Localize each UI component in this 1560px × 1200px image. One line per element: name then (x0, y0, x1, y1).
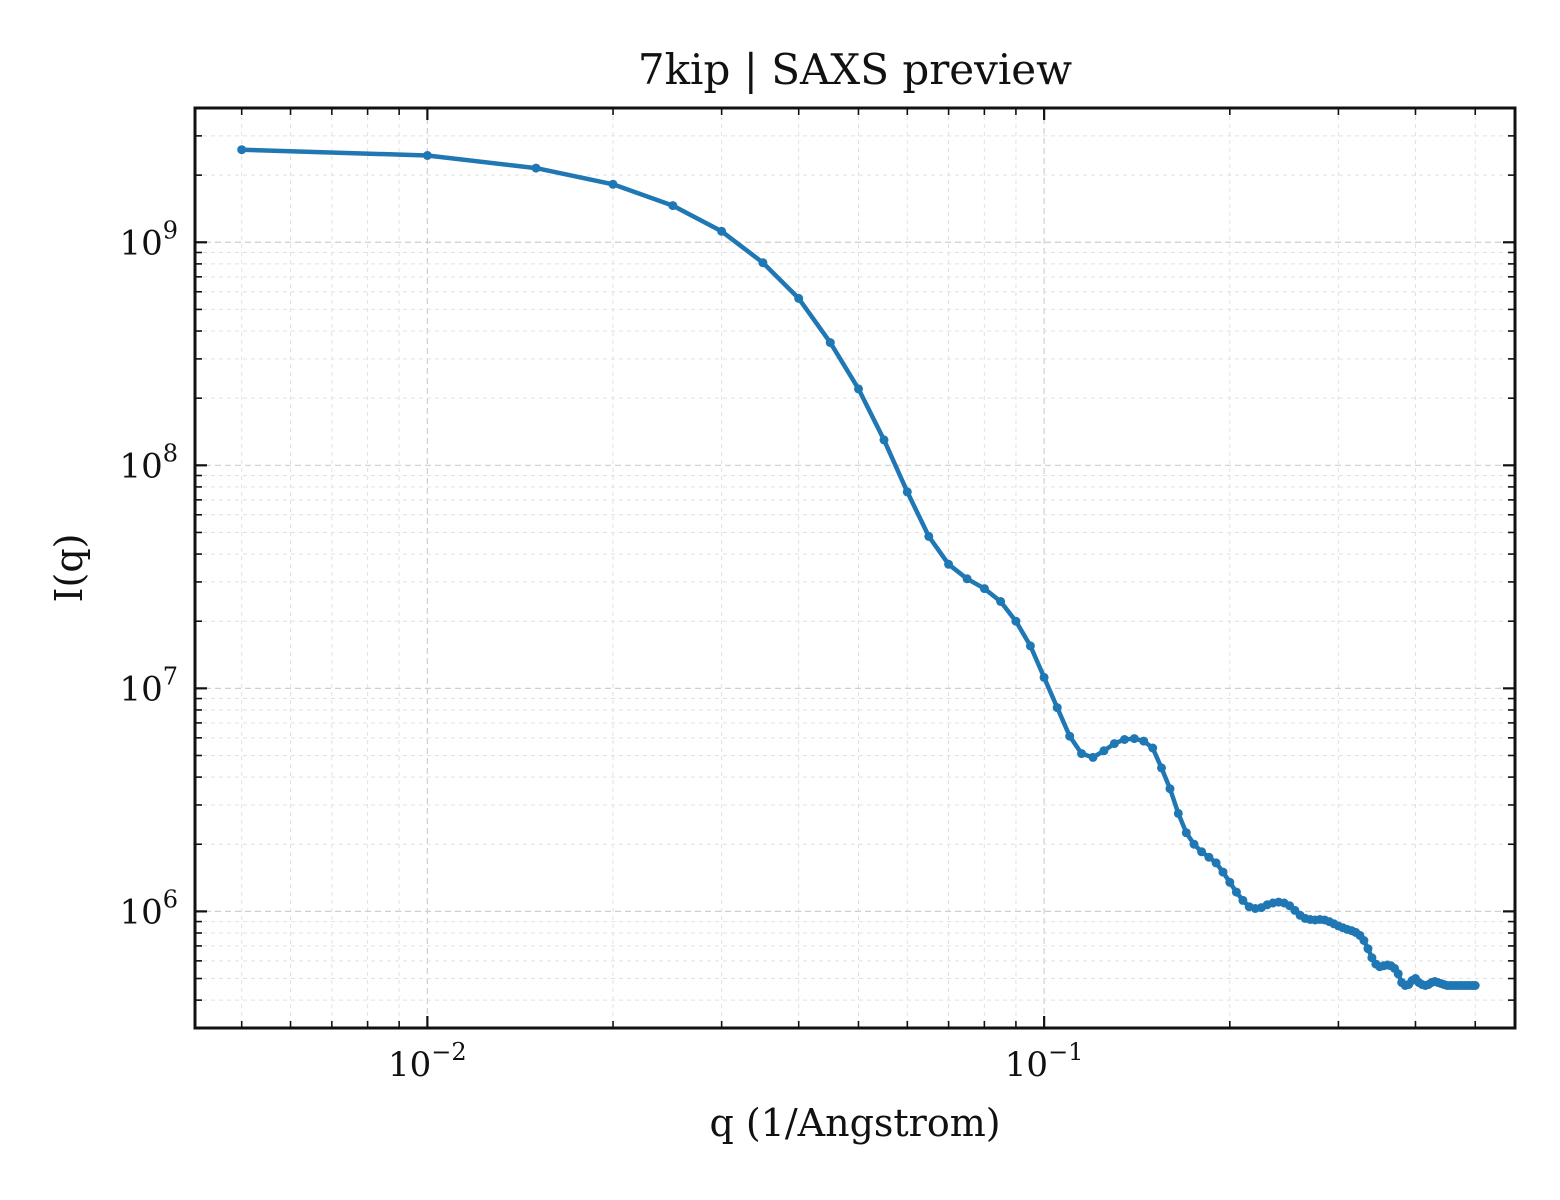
data-point (1039, 672, 1049, 682)
data-point (854, 384, 863, 394)
data-point (1367, 953, 1377, 963)
data-point (1129, 734, 1139, 744)
data-point (1197, 847, 1207, 857)
y-tick-label: 107 (119, 662, 178, 709)
data-point (1225, 877, 1235, 887)
data-point (668, 201, 678, 211)
data-point (1148, 743, 1158, 753)
data-point (1238, 895, 1248, 905)
x-tick-label: 10−2 (388, 1038, 467, 1085)
data-point (237, 145, 247, 155)
y-tick-label: 109 (119, 216, 178, 263)
data-point (1218, 867, 1228, 877)
data-point (717, 226, 727, 236)
plot-frame (193, 106, 1517, 1030)
data-point (902, 487, 912, 497)
data-point (1165, 784, 1175, 794)
data-point (1157, 763, 1166, 773)
plot-area (237, 145, 1480, 990)
data-point (1088, 752, 1098, 762)
axis-ticks: 10−2 10−1 106 107 108 109 (119, 107, 1515, 1085)
data-point (1011, 616, 1021, 626)
y-axis-label: I(q) (47, 534, 91, 603)
data-point (422, 151, 432, 160)
data-point (1077, 749, 1087, 759)
data-point (962, 574, 972, 584)
data-point (531, 163, 541, 173)
data-point (1211, 858, 1221, 868)
data-point (608, 179, 618, 189)
y-tick-label: 106 (119, 885, 178, 932)
data-point (1393, 969, 1403, 979)
data-point (979, 584, 989, 594)
data-point (758, 258, 768, 268)
data-point (1189, 839, 1199, 849)
data-point (1173, 808, 1183, 818)
data-point (1359, 936, 1369, 945)
data-point (1139, 736, 1149, 746)
data-point (1052, 703, 1062, 713)
data-point (1120, 735, 1129, 744)
data-point (1204, 852, 1214, 862)
data-point (879, 435, 889, 445)
data-point (1099, 746, 1109, 756)
chart-title: 7kip | SAXS preview (638, 45, 1072, 94)
data-point (1363, 944, 1373, 954)
data-point (794, 293, 804, 303)
data-point (996, 597, 1006, 606)
data-point (944, 559, 954, 569)
data-point (1025, 641, 1035, 651)
y-tick-label: 108 (119, 439, 178, 486)
grid (195, 107, 1515, 1029)
data-point (825, 338, 835, 348)
data-point (924, 531, 934, 541)
data-point (1231, 887, 1241, 897)
data-point (1109, 739, 1119, 749)
data-point (1065, 731, 1075, 741)
x-axis-label: q (1/Angstrom) (709, 1101, 1000, 1145)
x-tick-label: 10−1 (1005, 1038, 1084, 1085)
data-point (1181, 828, 1191, 838)
data-point (1470, 981, 1480, 990)
